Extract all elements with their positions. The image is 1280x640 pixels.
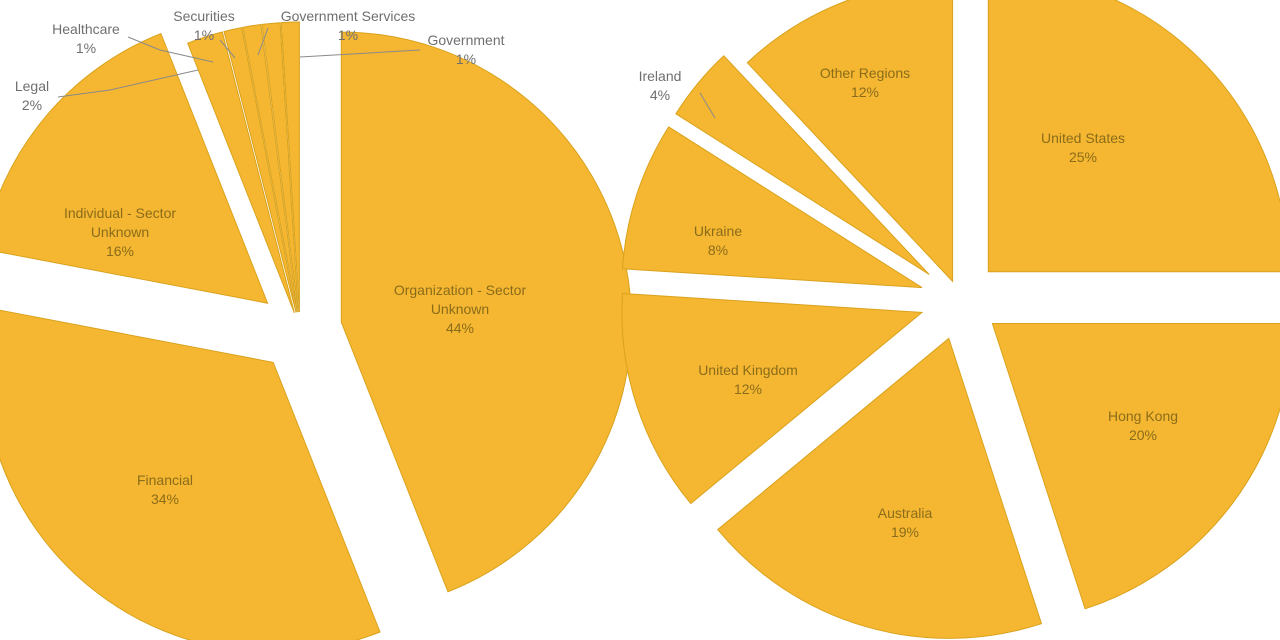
slice-label-ukraine: Ukraine 8% bbox=[694, 223, 742, 258]
slice-label-line: 4% bbox=[650, 87, 670, 103]
slice-label-line: 25% bbox=[1069, 149, 1097, 165]
slice-label-line: 19% bbox=[891, 524, 919, 540]
slice-label-line: Legal bbox=[15, 78, 49, 94]
leader-line-ireland bbox=[699, 92, 716, 119]
pie-slice-financial bbox=[0, 309, 381, 640]
slice-label-healthcare: Healthcare 1% bbox=[52, 21, 120, 56]
pie-slice-government bbox=[280, 21, 300, 313]
slice-label-line: 16% bbox=[106, 243, 134, 259]
slice-label-ireland: Ireland 4% bbox=[639, 68, 682, 103]
slice-label-line: 8% bbox=[708, 242, 728, 258]
slice-label-other-regions: Other Regions 12% bbox=[820, 65, 910, 100]
slice-label-line: 44% bbox=[446, 320, 474, 336]
pie-slice-government-services bbox=[261, 22, 299, 313]
slice-label-united-kingdom: United Kingdom 12% bbox=[698, 362, 798, 397]
slice-label-line: Hong Kong bbox=[1108, 408, 1178, 424]
leader-line-government-services bbox=[257, 27, 269, 56]
slice-label-line: Unknown bbox=[431, 301, 489, 317]
slice-label-line: Healthcare bbox=[52, 21, 120, 37]
slice-label-line: 2% bbox=[22, 97, 42, 113]
slice-label-line: Government Services bbox=[281, 8, 416, 24]
slice-label-line: United Kingdom bbox=[698, 362, 798, 378]
pie-slice-australia bbox=[716, 337, 1043, 639]
pie-slice-united-states bbox=[987, 0, 1280, 273]
slice-label-united-states: United States 25% bbox=[1041, 130, 1125, 165]
pie-slice-securities bbox=[242, 23, 298, 313]
slice-label-line: 1% bbox=[456, 51, 476, 67]
slice-label-line: United States bbox=[1041, 130, 1125, 146]
slice-label-line: Ukraine bbox=[694, 223, 742, 239]
slice-label-line: Securities bbox=[173, 8, 234, 24]
slice-label-line: Government bbox=[427, 32, 504, 48]
leader-line-securities bbox=[219, 39, 236, 59]
slice-label-hong-kong: Hong Kong 20% bbox=[1108, 408, 1178, 443]
slice-label-line: Ireland bbox=[639, 68, 682, 84]
leader-line-government bbox=[299, 49, 421, 58]
pie-slice-healthcare bbox=[223, 27, 297, 313]
slice-label-legal: Legal 2% bbox=[15, 78, 49, 113]
slice-label-australia: Australia 19% bbox=[878, 505, 933, 540]
pie-slice-ireland bbox=[675, 55, 930, 275]
slice-label-line: Unknown bbox=[91, 224, 149, 240]
pie-slice-united-kingdom bbox=[621, 292, 924, 505]
slice-label-line: 1% bbox=[194, 27, 214, 43]
slice-label-line: 34% bbox=[151, 491, 179, 507]
slice-label-financial: Financial 34% bbox=[137, 472, 193, 507]
slice-label-line: 1% bbox=[338, 27, 358, 43]
pie-chart-1: Organization - Sector Unknown 44% Financial… bbox=[0, 8, 632, 640]
pie-chart-2: United States 25% Hong Kong 20% Australia 19%… bbox=[621, 0, 1280, 639]
slice-label-line: Individual - Sector bbox=[64, 205, 176, 221]
slice-label-line: Organization - Sector bbox=[394, 282, 527, 298]
pie-slice-hong-kong bbox=[991, 323, 1280, 610]
slice-label-securities: Securities 1% bbox=[173, 8, 234, 43]
pie-slice-legal bbox=[187, 31, 295, 314]
slice-label-line: Other Regions bbox=[820, 65, 910, 81]
pie-slice-other-regions bbox=[746, 0, 954, 283]
leader-line-healthcare bbox=[127, 36, 214, 63]
slice-label-individual-sector: Individual - Sector Unknown 16% bbox=[64, 205, 176, 259]
slice-label-line: Financial bbox=[137, 472, 193, 488]
pie-slice-individual-sector bbox=[0, 32, 269, 304]
slice-label-line: 12% bbox=[851, 84, 879, 100]
slice-label-line: 20% bbox=[1129, 427, 1157, 443]
pie-slice-ukraine bbox=[621, 126, 923, 289]
slice-label-line: 12% bbox=[734, 381, 762, 397]
slice-label-organization-sector: Organization - Sector Unknown 44% bbox=[394, 282, 527, 336]
slice-label-government: Government 1% bbox=[427, 32, 504, 67]
slice-label-government-services: Government Services 1% bbox=[281, 8, 416, 43]
leader-line-legal bbox=[57, 69, 199, 98]
slice-label-line: 1% bbox=[76, 40, 96, 56]
slice-label-line: Australia bbox=[878, 505, 933, 521]
